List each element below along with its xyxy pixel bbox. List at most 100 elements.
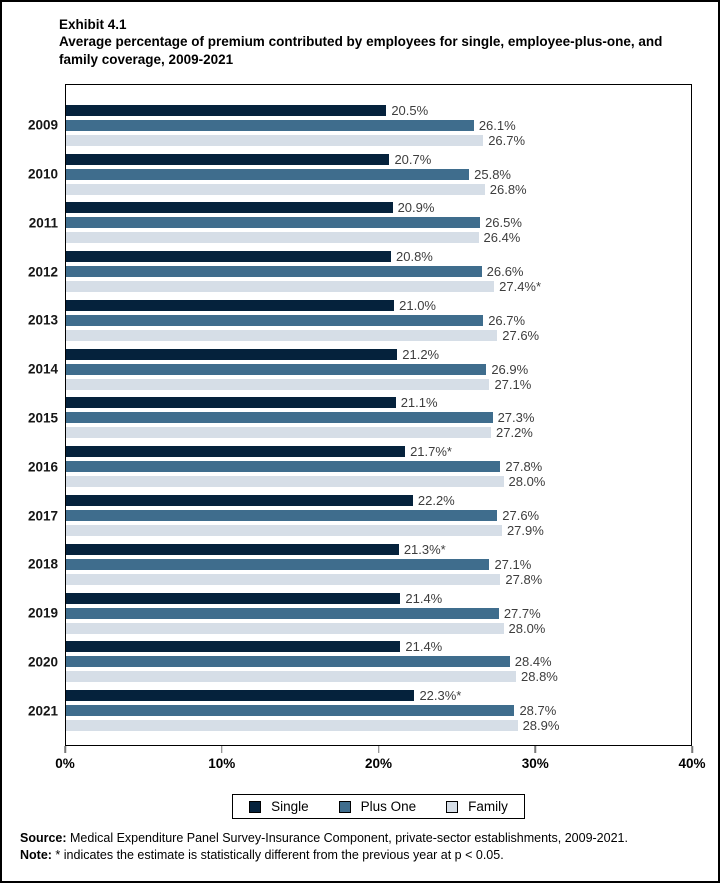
value-label: 21.4% xyxy=(405,590,443,606)
value-label: 27.3% xyxy=(497,410,535,426)
bar-row: 22.3%* xyxy=(66,689,691,702)
bar-plus-one xyxy=(66,558,490,570)
year-group-2010: 2010 20.7% 25.8% 26.8% xyxy=(28,150,691,199)
title-block: Exhibit 4.1 Average percentage of premiu… xyxy=(59,16,678,68)
year-label: 2013 xyxy=(27,312,58,328)
x-tick-label: 30% xyxy=(521,756,549,771)
bar-plus-one xyxy=(66,412,493,424)
bar-family xyxy=(66,232,479,244)
exhibit-number: Exhibit 4.1 xyxy=(59,17,127,32)
value-label: 20.5% xyxy=(391,102,429,118)
year-label: 2014 xyxy=(27,361,58,377)
bar-row: 27.4%* xyxy=(66,280,691,293)
bar-row: 26.7% xyxy=(66,314,691,327)
value-label: 27.8% xyxy=(505,571,543,587)
bar-plus-one xyxy=(66,461,501,473)
legend-label: Plus One xyxy=(360,799,417,814)
year-label: 2015 xyxy=(27,410,58,426)
value-label: 28.7% xyxy=(519,703,557,719)
bar-family xyxy=(66,183,485,195)
bar-row: 20.8% xyxy=(66,249,691,265)
value-label: 20.8% xyxy=(396,249,433,265)
value-label: 21.0% xyxy=(399,297,436,313)
bar-row: 27.3% xyxy=(66,410,691,426)
bar-family xyxy=(66,720,518,732)
bar-plus-one xyxy=(66,607,499,619)
legend-item-family: Family xyxy=(446,799,508,814)
bar-plus-one xyxy=(66,168,470,180)
bar-single xyxy=(66,299,395,311)
value-label: 26.6% xyxy=(486,264,524,280)
bar-row: 27.7% xyxy=(66,607,691,620)
bar-row: 27.2% xyxy=(66,425,691,441)
source-line: Source: Medical Expenditure Panel Survey… xyxy=(20,830,698,847)
plot-wrap: 2009 20.5% 26.1% 26.7% 2010 20.7% 25.8% 26.8% 20… xyxy=(28,84,706,780)
bar-row: 21.3%* xyxy=(66,541,691,557)
x-tick-mark xyxy=(377,746,380,753)
year-label: 2011 xyxy=(28,215,58,231)
bar-family xyxy=(66,671,516,683)
legend-row: Single Plus One Family xyxy=(65,794,692,819)
bar-single xyxy=(66,543,399,555)
year-group-2019: 2019 21.4% 27.7% 28.0% xyxy=(28,589,691,638)
bar-plus-one xyxy=(66,217,481,229)
legend: Single Plus One Family xyxy=(232,794,525,819)
value-label: 28.9% xyxy=(522,718,560,734)
x-tick-label: 10% xyxy=(208,756,236,771)
bar-plus-one xyxy=(66,119,474,131)
year-label: 2016 xyxy=(27,459,58,475)
bar-row: 20.9% xyxy=(66,201,691,214)
year-group-2009: 2009 20.5% 26.1% 26.7% xyxy=(28,101,691,150)
bar-single xyxy=(66,397,396,409)
footer: Source: Medical Expenditure Panel Survey… xyxy=(20,830,698,864)
bar-single xyxy=(66,641,401,653)
value-label: 21.3%* xyxy=(403,541,446,557)
bar-row: 27.6% xyxy=(66,329,691,342)
bar-row: 21.4% xyxy=(66,640,691,653)
x-tick-mark xyxy=(64,746,66,753)
x-tick-label: 20% xyxy=(364,756,393,771)
note-text: * indicates the estimate is statisticall… xyxy=(51,848,504,862)
year-label: 2020 xyxy=(27,654,58,670)
x-tick-label: 0% xyxy=(55,756,75,771)
bar-single xyxy=(66,592,401,604)
value-label: 28.0% xyxy=(508,474,546,490)
value-label: 27.1% xyxy=(494,556,532,572)
legend-swatch-single xyxy=(249,800,262,813)
value-label: 27.6% xyxy=(502,508,540,523)
source-label: Source: xyxy=(20,831,67,845)
bar-row: 27.1% xyxy=(66,378,691,391)
bar-single xyxy=(66,495,413,506)
bar-row: 28.4% xyxy=(66,654,691,670)
bar-family xyxy=(66,378,490,390)
bar-row: 28.7% xyxy=(66,703,691,719)
value-label: 26.8% xyxy=(489,181,527,197)
bar-row: 20.5% xyxy=(66,102,691,118)
bar-row: 21.2% xyxy=(66,348,691,361)
value-label: 27.2% xyxy=(496,425,533,441)
value-label: 26.1% xyxy=(478,117,516,133)
year-label: 2010 xyxy=(27,166,58,182)
value-label: 20.7% xyxy=(394,151,432,167)
bar-row: 27.8% xyxy=(66,460,691,473)
year-label: 2019 xyxy=(27,605,58,621)
value-label: 28.4% xyxy=(514,654,552,670)
bar-row: 22.2% xyxy=(66,494,691,507)
bar-row: 26.5% xyxy=(66,215,691,231)
bar-family xyxy=(66,281,495,293)
bar-plus-one xyxy=(66,363,487,375)
year-group-2011: 2011 20.9% 26.5% 26.4% xyxy=(29,199,691,248)
bar-family xyxy=(66,476,504,488)
year-group-2013: 2013 21.0% 26.7% 27.6% xyxy=(28,296,691,345)
value-label: 26.4% xyxy=(483,230,521,246)
bar-row: 21.7%* xyxy=(66,445,691,458)
bar-row: 26.1% xyxy=(66,117,691,133)
year-group-2016: 2016 21.7%* 27.8% 28.0% xyxy=(28,442,691,491)
bar-row: 26.9% xyxy=(66,363,691,376)
year-group-2020: 2020 21.4% 28.4% 28.8% xyxy=(28,637,691,686)
value-label: 26.5% xyxy=(485,215,522,231)
bar-single xyxy=(66,348,398,360)
bar-row: 26.7% xyxy=(66,134,691,147)
x-tick-mark xyxy=(534,746,536,753)
